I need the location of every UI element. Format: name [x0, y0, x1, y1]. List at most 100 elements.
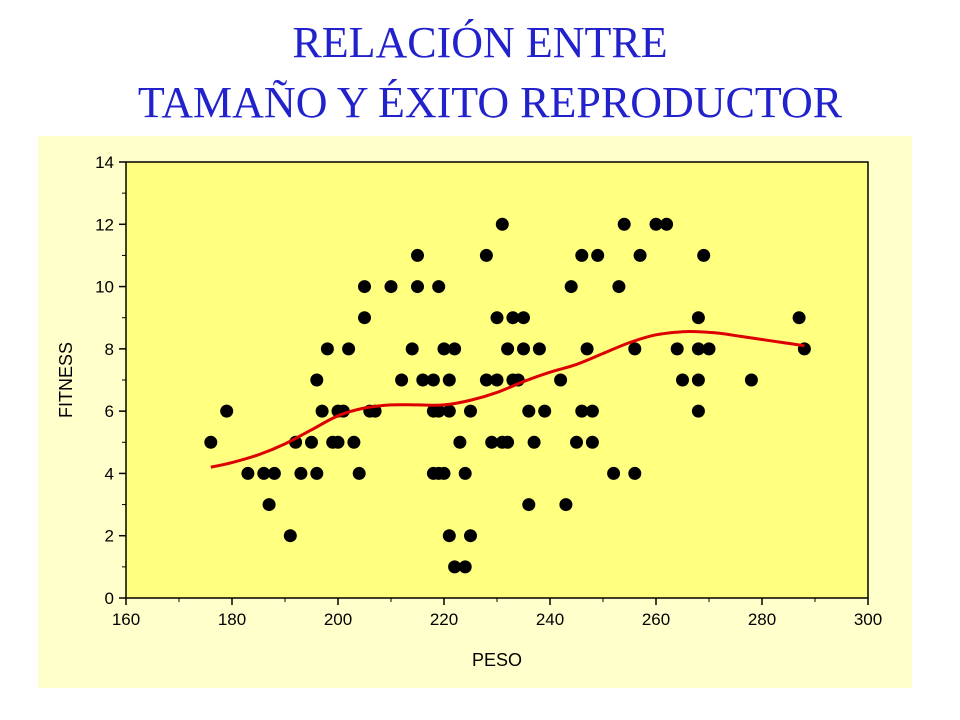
data-point: [437, 342, 451, 356]
data-point: [660, 217, 674, 231]
data-point: [676, 373, 689, 387]
data-point: [432, 280, 446, 294]
data-point: [358, 311, 371, 325]
x-axis-label: PESO: [472, 650, 522, 670]
data-point: [633, 248, 647, 262]
data-point: [527, 435, 541, 449]
data-point: [495, 217, 509, 231]
title-line-2: TAMAÑO Y ÉXITO REPRODUCTOR: [137, 78, 843, 127]
data-point: [342, 342, 356, 356]
data-point: [792, 311, 806, 325]
y-tick-label: 14: [95, 153, 114, 172]
data-point: [432, 404, 446, 418]
data-point: [458, 560, 472, 574]
data-point: [607, 466, 621, 480]
data-point: [691, 311, 705, 325]
x-tick-label: 180: [218, 610, 246, 629]
y-tick-label: 0: [105, 589, 114, 608]
data-point: [448, 560, 462, 574]
data-point: [532, 342, 546, 356]
data-point: [411, 248, 424, 262]
data-point: [554, 373, 568, 387]
data-point: [395, 373, 409, 387]
data-point: [575, 404, 589, 418]
data-point: [697, 248, 711, 262]
data-point: [352, 466, 366, 480]
data-point: [612, 280, 626, 294]
data-point: [649, 217, 663, 231]
data-point: [464, 404, 477, 418]
data-point: [501, 342, 515, 356]
data-point: [575, 248, 589, 262]
data-point: [501, 435, 515, 449]
data-point: [617, 217, 631, 231]
x-tick-label: 260: [642, 610, 670, 629]
data-point: [490, 373, 504, 387]
data-point: [585, 435, 599, 449]
data-point: [220, 404, 234, 418]
data-point: [448, 342, 462, 356]
x-tick-label: 280: [748, 610, 776, 629]
data-point: [570, 435, 583, 449]
data-point: [267, 466, 281, 480]
y-tick-label: 8: [105, 340, 114, 359]
data-point: [262, 498, 276, 512]
data-point: [522, 498, 536, 512]
x-tick-label: 160: [112, 610, 140, 629]
data-point: [744, 373, 758, 387]
data-point: [241, 466, 255, 480]
data-point: [580, 342, 594, 356]
data-point: [315, 404, 329, 418]
x-tick-label: 220: [430, 610, 458, 629]
data-point: [458, 466, 472, 480]
data-point: [628, 466, 642, 480]
data-point: [517, 342, 530, 356]
data-point: [453, 435, 467, 449]
plot-area: [125, 161, 869, 599]
data-point: [305, 435, 318, 449]
data-point: [591, 248, 605, 262]
data-point: [691, 342, 705, 356]
data-point: [347, 435, 361, 449]
data-point: [691, 404, 705, 418]
data-point: [358, 280, 371, 294]
data-point: [384, 280, 398, 294]
data-point: [331, 435, 345, 449]
data-point: [426, 373, 440, 387]
title-line-1: RELACIÓN ENTRE: [292, 18, 668, 67]
data-point: [628, 342, 642, 356]
x-tick-label: 300: [854, 610, 882, 629]
y-tick-label: 4: [105, 464, 114, 483]
data-point: [416, 373, 430, 387]
data-point: [405, 342, 419, 356]
data-point: [442, 529, 456, 543]
data-point: [257, 466, 271, 480]
data-point: [585, 404, 599, 418]
data-point: [517, 311, 530, 325]
y-tick-label: 2: [105, 527, 114, 546]
data-point: [564, 280, 578, 294]
y-tick-label: 10: [95, 278, 114, 297]
data-point: [310, 373, 324, 387]
fit-line: [210, 329, 805, 469]
data-point: [204, 435, 218, 449]
data-point: [294, 466, 308, 480]
data-point: [490, 311, 504, 325]
data-point: [691, 373, 705, 387]
y-axis-label: FITNESS: [56, 342, 76, 418]
data-point: [442, 404, 456, 418]
data-point: [538, 404, 552, 418]
data-point: [283, 529, 297, 543]
y-tick-label: 12: [95, 215, 114, 234]
data-point: [479, 248, 493, 262]
data-point: [670, 342, 684, 356]
data-point: [702, 342, 716, 356]
data-point: [411, 280, 424, 294]
data-point: [485, 435, 499, 449]
data-point: [559, 498, 573, 512]
x-tick-label: 200: [324, 610, 352, 629]
data-point: [479, 373, 493, 387]
data-point: [506, 311, 520, 325]
data-point: [310, 466, 324, 480]
